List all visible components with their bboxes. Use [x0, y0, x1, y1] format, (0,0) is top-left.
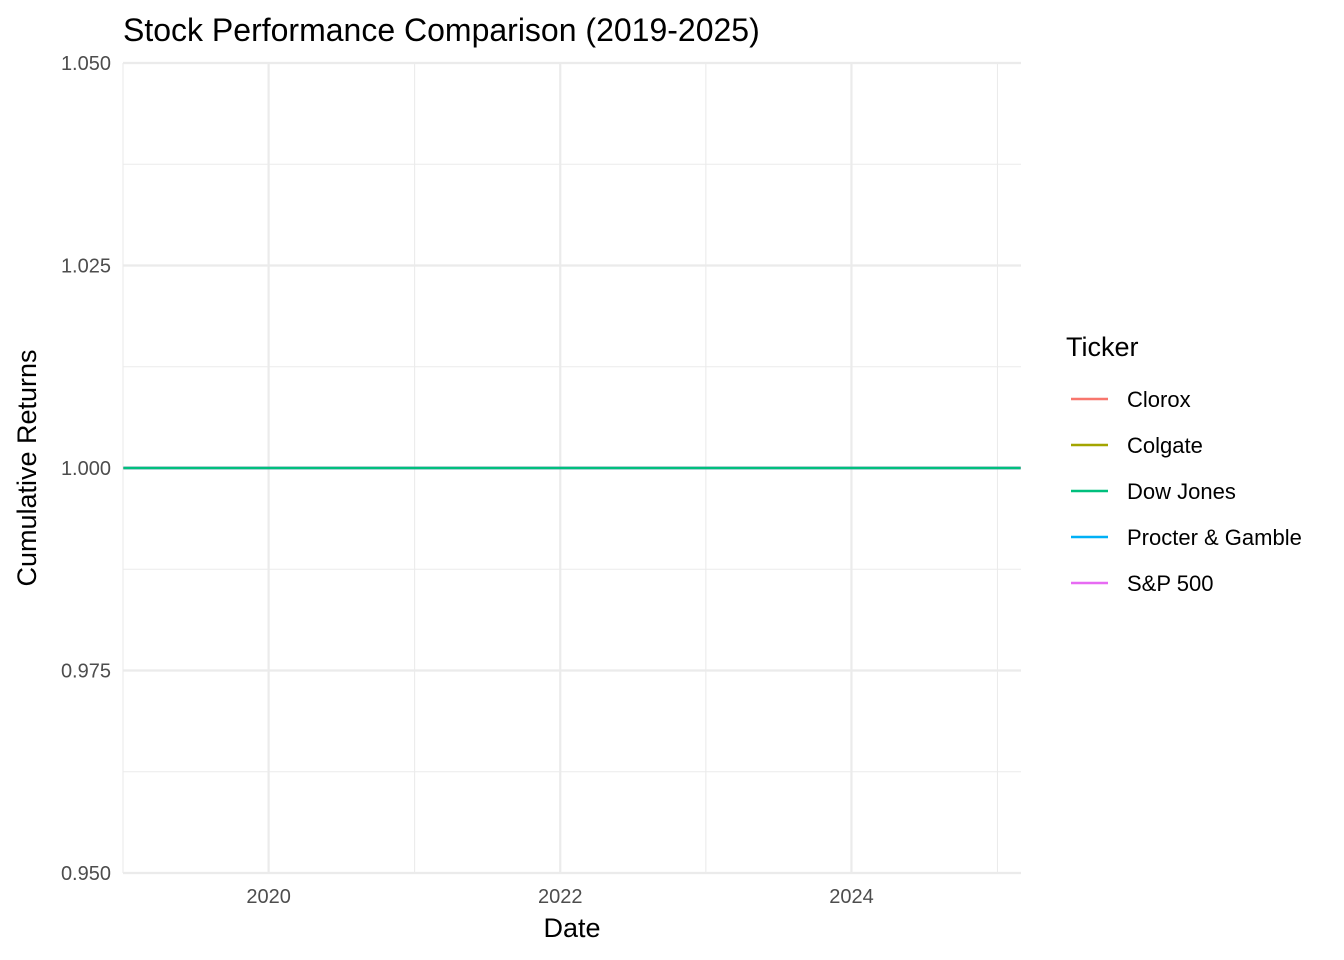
legend-label-clorox: Clorox [1127, 387, 1191, 412]
chart-title: Stock Performance Comparison (2019-2025) [123, 12, 760, 48]
legend-label-dow-jones: Dow Jones [1127, 479, 1236, 504]
x-tick-label: 2024 [829, 886, 874, 908]
legend-item-dow-jones: Dow Jones [1071, 479, 1236, 504]
y-tick-label: 0.975 [61, 661, 111, 683]
legend-label-colgate: Colgate [1127, 433, 1203, 458]
legend-item-s-p-500: S&P 500 [1071, 571, 1213, 596]
y-axis-title: Cumulative Returns [12, 349, 42, 586]
legend: Ticker Clorox Colgate Dow Jones Procter & G… [1066, 332, 1302, 596]
legend-item-clorox: Clorox [1071, 387, 1191, 412]
x-axis-title: Date [543, 913, 600, 943]
legend-item-procter-gamble: Procter & Gamble [1071, 525, 1302, 550]
x-tick-label: 2020 [246, 886, 291, 908]
legend-items: Clorox Colgate Dow Jones Procter & Gamble S&… [1071, 387, 1302, 596]
y-tick-label: 1.050 [61, 53, 111, 75]
legend-label-s-p-500: S&P 500 [1127, 571, 1213, 596]
y-tick-label: 0.950 [61, 863, 111, 885]
legend-item-colgate: Colgate [1071, 433, 1203, 458]
y-tick-label: 1.025 [61, 256, 111, 278]
y-tick-label: 1.000 [61, 458, 111, 480]
y-axis-tick-labels: 0.950 0.975 1.000 1.025 1.050 [61, 53, 111, 885]
legend-label-procter-gamble: Procter & Gamble [1127, 525, 1302, 550]
x-axis-tick-labels: 2020 2022 2024 [246, 886, 873, 908]
legend-title: Ticker [1066, 332, 1139, 362]
x-tick-label: 2022 [538, 886, 583, 908]
